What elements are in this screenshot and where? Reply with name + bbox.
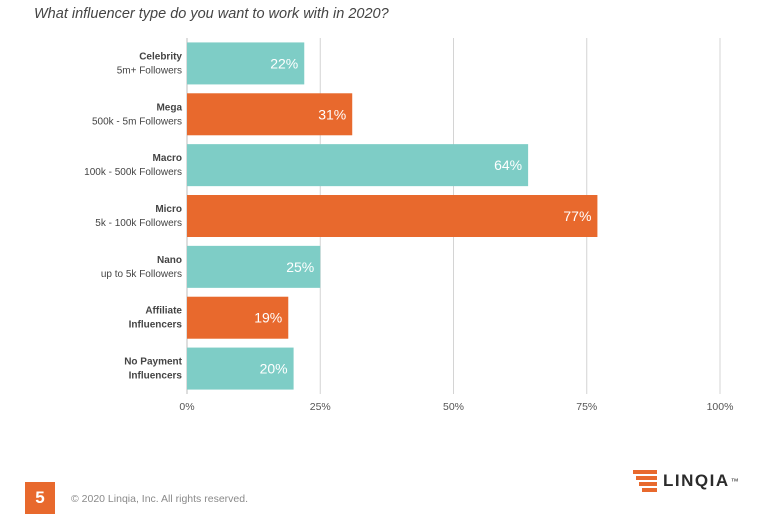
bar <box>187 296 289 339</box>
chart-title: What influencer type do you want to work… <box>34 6 389 22</box>
category-label: Mega <box>156 102 182 113</box>
bar <box>187 144 529 187</box>
data-label: 31% <box>318 106 346 122</box>
bar <box>187 42 305 85</box>
data-label: 64% <box>494 157 522 173</box>
category-label: Micro <box>155 204 182 215</box>
category-sublabel: Influencers <box>129 371 183 382</box>
bar-chart: 0% 25% 50% 75% 100% 22% Celebrity 5m+ Followers… <box>84 38 734 413</box>
bar <box>187 347 294 390</box>
page-number-badge: 5 <box>25 482 55 514</box>
copyright-text: © 2020 Linqia, Inc. All rights reserved. <box>71 493 248 505</box>
data-label: 19% <box>254 310 282 326</box>
category-label: Affiliate <box>145 306 182 317</box>
category-label: Macro <box>153 153 182 164</box>
linqia-logo: LINQIA ™ <box>633 470 739 492</box>
data-label: 25% <box>286 259 314 275</box>
category-label: Nano <box>157 255 182 266</box>
x-tick-label: 75% <box>576 401 597 413</box>
category-label: No Payment <box>124 357 182 368</box>
data-label: 22% <box>270 55 298 71</box>
linqia-logo-icon <box>633 470 657 492</box>
category-sublabel: 5k - 100k Followers <box>95 218 182 229</box>
category-sublabel: 5m+ Followers <box>117 65 182 76</box>
category-sublabel: 100k - 500k Followers <box>84 167 182 178</box>
data-label: 20% <box>260 361 288 377</box>
category-label: Celebrity <box>139 51 182 62</box>
category-sublabel: up to 5k Followers <box>101 269 182 280</box>
data-label: 77% <box>563 208 591 224</box>
bar <box>187 245 321 288</box>
category-sublabel: Influencers <box>129 320 183 331</box>
bar <box>187 93 353 136</box>
x-tick-label: 100% <box>707 401 734 413</box>
category-sublabel: 500k - 5m Followers <box>92 116 182 127</box>
bar <box>187 195 598 237</box>
x-tick-label: 0% <box>179 401 194 413</box>
trademark-mark: ™ <box>730 476 739 486</box>
x-tick-label: 50% <box>443 401 464 413</box>
x-tick-label: 25% <box>310 401 331 413</box>
brand-name: LINQIA <box>663 471 730 490</box>
